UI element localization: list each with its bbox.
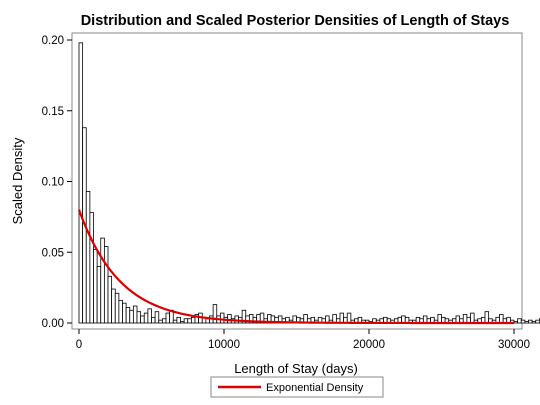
histogram-bar xyxy=(122,302,127,324)
histogram-bar xyxy=(346,312,352,324)
histogram-bar xyxy=(118,299,123,324)
histogram-bar xyxy=(107,275,113,324)
histogram-bar xyxy=(147,308,152,324)
histogram-bar xyxy=(517,318,522,324)
histogram-bar xyxy=(143,312,149,324)
histogram-bar xyxy=(212,304,218,324)
histogram-bar xyxy=(462,314,468,324)
y-axis-ticks: 0.00 0.05 0.10 0.15 0.20 xyxy=(42,35,72,330)
plot-frame xyxy=(71,32,523,330)
histogram-bar xyxy=(183,318,189,324)
histogram-bar xyxy=(154,311,160,324)
x-tick-label: 10000 xyxy=(208,339,240,351)
exponential-density-curve xyxy=(77,209,514,325)
histogram-bar xyxy=(129,309,134,324)
histogram-bar xyxy=(227,314,232,324)
histogram-bars xyxy=(78,42,540,324)
histogram-bar xyxy=(499,314,504,324)
histogram-bar xyxy=(78,42,84,324)
legend-box xyxy=(210,376,384,398)
histogram-bar xyxy=(528,319,533,324)
histogram-bar xyxy=(259,312,265,324)
histogram-bar xyxy=(114,292,120,324)
histogram-bar xyxy=(437,314,442,324)
histogram-bar xyxy=(524,321,529,324)
histogram-bar xyxy=(531,321,537,324)
y-tick-label: 0.05 xyxy=(42,247,64,259)
histogram-bar xyxy=(165,312,171,324)
histogram-bar xyxy=(176,316,181,324)
histogram-bar xyxy=(484,311,490,324)
histogram-bar xyxy=(205,318,210,324)
legend: Exponential Density xyxy=(210,376,384,398)
histogram-bar xyxy=(190,316,196,324)
histogram-bar xyxy=(125,307,131,324)
histogram-bar xyxy=(172,319,178,324)
y-axis-label: Scaled Density xyxy=(10,137,25,224)
histogram-bar xyxy=(520,319,526,324)
histogram-bar xyxy=(136,311,142,324)
x-axis-ticks: 0 10000 20000 30000 xyxy=(76,329,530,351)
histogram-bar xyxy=(180,321,185,324)
y-tick-label: 0.00 xyxy=(42,318,64,330)
y-tick-label: 0.10 xyxy=(42,177,64,189)
x-tick-label: 30000 xyxy=(498,339,530,351)
x-axis-label: Length of Stay (days) xyxy=(234,361,358,376)
histogram-bar xyxy=(470,312,475,324)
x-tick-label: 20000 xyxy=(353,339,385,351)
chart-title: Distribution and Scaled Posterior Densit… xyxy=(81,13,510,29)
y-tick-label: 0.20 xyxy=(42,35,64,47)
histogram-bar xyxy=(158,319,163,324)
histogram-bar xyxy=(151,316,156,324)
histogram-bar xyxy=(85,191,91,324)
histogram-bar xyxy=(89,212,94,324)
histogram-bar xyxy=(161,318,167,324)
histogram-bar xyxy=(535,319,540,324)
histogram-bar xyxy=(219,312,225,324)
histogram-bar xyxy=(187,318,192,324)
histogram-bar xyxy=(140,315,145,324)
histogram-bar xyxy=(100,237,105,324)
histogram-bar xyxy=(96,265,102,324)
legend-label-exponential-density: Exponential Density xyxy=(266,382,364,394)
x-tick-label: 0 xyxy=(76,339,82,351)
histogram-bar xyxy=(93,249,98,324)
histogram-bar xyxy=(103,246,109,324)
histogram-bar xyxy=(339,312,345,324)
histogram-bar xyxy=(513,321,519,324)
histogram-bar xyxy=(111,288,116,324)
histogram-bar xyxy=(132,305,138,324)
y-tick-label: 0.15 xyxy=(42,106,64,118)
